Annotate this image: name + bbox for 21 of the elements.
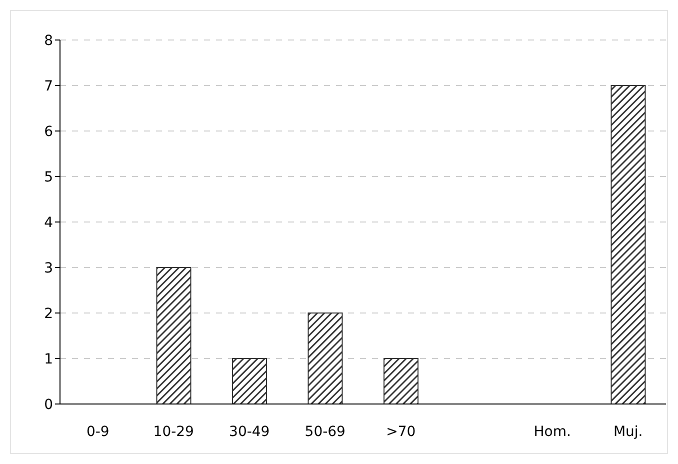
y-tick-label: 0 <box>44 396 53 413</box>
x-tick-label: Muj. <box>613 424 643 440</box>
y-tick-label: 7 <box>44 78 53 94</box>
y-tick-label: 6 <box>44 124 54 140</box>
y-tick-label: 3 <box>44 260 53 276</box>
bar <box>384 358 418 404</box>
bar <box>308 312 343 404</box>
x-tick-label: 30-49 <box>229 424 270 440</box>
bar <box>610 85 646 404</box>
y-tick-label: 2 <box>44 306 53 322</box>
y-tick-label: 8 <box>44 32 53 49</box>
x-tick-label: 50-69 <box>304 424 346 440</box>
x-tick-label: 10-29 <box>153 424 194 440</box>
x-tick-label: >70 <box>386 424 416 440</box>
y-tick-label: 4 <box>44 214 54 231</box>
bar <box>232 358 267 404</box>
y-tick-label: 5 <box>44 169 53 186</box>
y-tick-label: 1 <box>44 351 53 368</box>
x-tick-label: 0-9 <box>86 424 110 440</box>
x-tick-label: Hom. <box>534 424 571 440</box>
bar <box>156 267 192 404</box>
